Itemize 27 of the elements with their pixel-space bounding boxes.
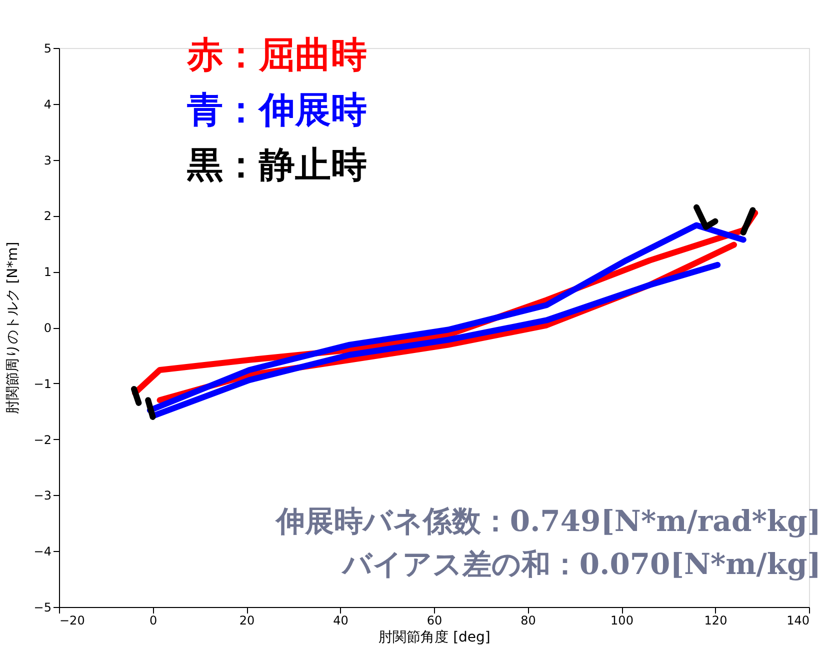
- x-tick-label: 100: [610, 614, 634, 628]
- x-tick-label: 120: [704, 614, 728, 628]
- x-tick-label: 0: [149, 614, 158, 628]
- x-tick-label: 140: [786, 614, 810, 628]
- x-tick-label: −20: [60, 614, 85, 628]
- y-tick-label: 0: [44, 321, 52, 335]
- y-tick-label: −5: [34, 600, 52, 614]
- annotation: 伸展時バネ係数：0.749[N*m/rad*kg]: [274, 504, 821, 538]
- text: 赤：屈曲時: [186, 34, 367, 76]
- y-tick-label: −4: [34, 544, 52, 559]
- y-tick-label: 1: [44, 265, 52, 280]
- y-tick-label: 3: [44, 153, 52, 168]
- y-tick-label: −3: [34, 488, 52, 503]
- y-tick-label: −2: [34, 432, 52, 447]
- x-tick-label: 40: [333, 614, 348, 628]
- text: 黒：静止時: [186, 144, 367, 186]
- x-axis-title: 肘関節角度 [deg]: [378, 630, 490, 646]
- annotation: バイアス差の和：0.070[N*m/kg]: [340, 547, 821, 581]
- y-axis-title: 肘関節周りのトルク [N*m]: [4, 242, 21, 414]
- x-tick-label: 60: [426, 614, 442, 628]
- y-tick-label: 2: [44, 209, 52, 224]
- x-tick-label: 20: [239, 614, 255, 628]
- x-tick-label: 80: [520, 614, 536, 628]
- y-tick-label: 5: [44, 42, 52, 56]
- text: 青：伸展時: [186, 89, 367, 131]
- y-tick-label: 4: [44, 97, 52, 112]
- y-tick-label: −1: [34, 376, 52, 391]
